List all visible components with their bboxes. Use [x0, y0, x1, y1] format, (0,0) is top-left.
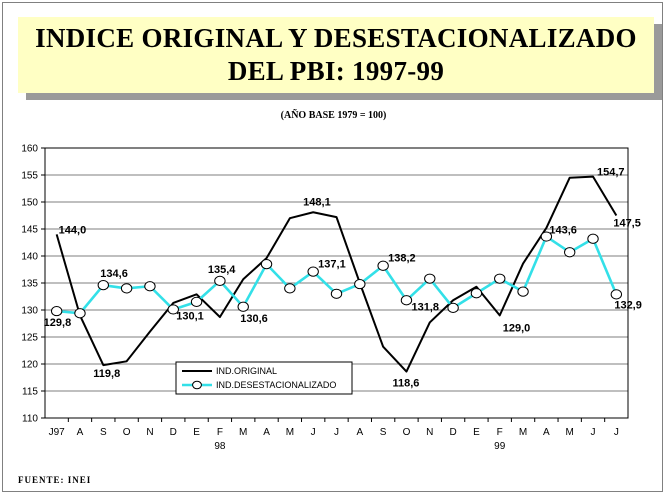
series-point: [190, 296, 203, 307]
series-point: [237, 301, 249, 312]
data-label: 118,6: [392, 378, 419, 390]
chart-subtitle: (AÑO BASE 1979 = 100): [280, 110, 387, 121]
data-label: 154,7: [597, 167, 625, 179]
series-point: [120, 283, 133, 294]
data-label: 143,6: [549, 225, 577, 237]
x-tick-label: M: [286, 427, 294, 438]
series-point: [540, 231, 553, 242]
series-point: [284, 283, 296, 294]
x-tick-label: S: [380, 427, 387, 438]
series-point: [517, 286, 529, 297]
data-label: 135,4: [208, 264, 236, 276]
x-tick-label: O: [123, 427, 131, 438]
data-label: 132,9: [614, 299, 642, 311]
x-tick-label: A: [77, 427, 84, 438]
x-tick-label: O: [403, 427, 411, 438]
x-tick-label: J97: [49, 427, 66, 438]
legend-label: IND.ORIGINAL: [216, 366, 277, 376]
series-point: [50, 305, 63, 317]
x-tick-label: A: [263, 427, 270, 438]
x-tick-label: A: [356, 427, 363, 438]
data-label: 144,0: [59, 224, 87, 236]
data-label: 137,1: [318, 259, 346, 271]
series-point: [74, 308, 86, 319]
series-point: [354, 278, 366, 290]
data-label: 134,6: [100, 268, 128, 280]
x-tick-label: M: [239, 427, 247, 438]
y-tick-label: 110: [22, 414, 38, 425]
series-point: [424, 273, 436, 284]
x-tick-label: J: [591, 427, 596, 438]
x-tick-label: J: [311, 427, 316, 438]
x-tick-label: F: [217, 427, 223, 438]
series-point: [447, 302, 459, 313]
y-tick-label: 160: [21, 144, 38, 155]
x-tick-label: M: [566, 427, 574, 438]
y-tick-label: 140: [21, 252, 38, 263]
data-label: 129,8: [44, 317, 72, 329]
series-point: [260, 259, 273, 270]
y-tick-label: 150: [21, 198, 38, 209]
x-tick-label: A: [543, 427, 550, 438]
series-point: [377, 260, 389, 271]
x-tick-label: E: [193, 427, 200, 438]
data-label: 148,1: [303, 196, 331, 208]
y-tick-label: 115: [22, 387, 38, 398]
x-year-label: 99: [494, 441, 506, 452]
legend-marker: [192, 380, 202, 390]
title-line-1: INDICE ORIGINAL Y DESESTACIONALIZADO: [35, 23, 637, 53]
x-year-label: 98: [214, 441, 226, 452]
x-tick-label: J: [614, 427, 619, 438]
data-label: 147,5: [613, 218, 641, 230]
x-tick-label: D: [449, 427, 456, 438]
title-line-2: DEL PBI: 1997-99: [227, 56, 445, 86]
data-label: 130,1: [176, 310, 204, 322]
source-note: FUENTE: INEI: [18, 475, 92, 485]
series-point: [214, 275, 226, 286]
series-point: [307, 266, 319, 277]
y-tick-label: 145: [21, 225, 38, 236]
data-label: 131,8: [411, 301, 439, 313]
y-tick-label: 155: [21, 171, 38, 182]
x-tick-label: N: [426, 427, 433, 438]
series-point: [610, 289, 623, 300]
x-tick-label: S: [100, 427, 107, 438]
x-tick-label: E: [473, 427, 480, 438]
data-label: 130,6: [240, 313, 268, 325]
series-point: [97, 280, 110, 291]
x-tick-label: D: [170, 427, 177, 438]
series-point: [330, 288, 343, 299]
series-point: [400, 295, 413, 306]
series-point: [494, 273, 506, 284]
data-label: 138,2: [388, 253, 416, 265]
series-point: [587, 233, 599, 244]
title-box: INDICE ORIGINAL Y DESESTACIONALIZADO DEL…: [18, 17, 654, 93]
series-line-original: [55, 175, 618, 373]
x-tick-label: N: [146, 427, 153, 438]
y-tick-label: 135: [21, 279, 38, 290]
x-tick-label: J: [334, 427, 339, 438]
series-point: [564, 247, 576, 258]
legend: [175, 361, 353, 395]
y-tick-label: 125: [21, 333, 38, 344]
data-label: 129,0: [503, 322, 531, 334]
x-tick-label: M: [519, 427, 527, 438]
data-label: 119,8: [93, 368, 120, 380]
series-point: [167, 304, 179, 315]
series-point: [144, 281, 156, 292]
legend-label: IND.DESESTACIONALIZADO: [216, 380, 336, 390]
x-tick-label: F: [497, 427, 503, 438]
y-tick-label: 120: [21, 360, 38, 371]
series-point: [470, 288, 483, 299]
y-tick-label: 130: [21, 306, 38, 317]
